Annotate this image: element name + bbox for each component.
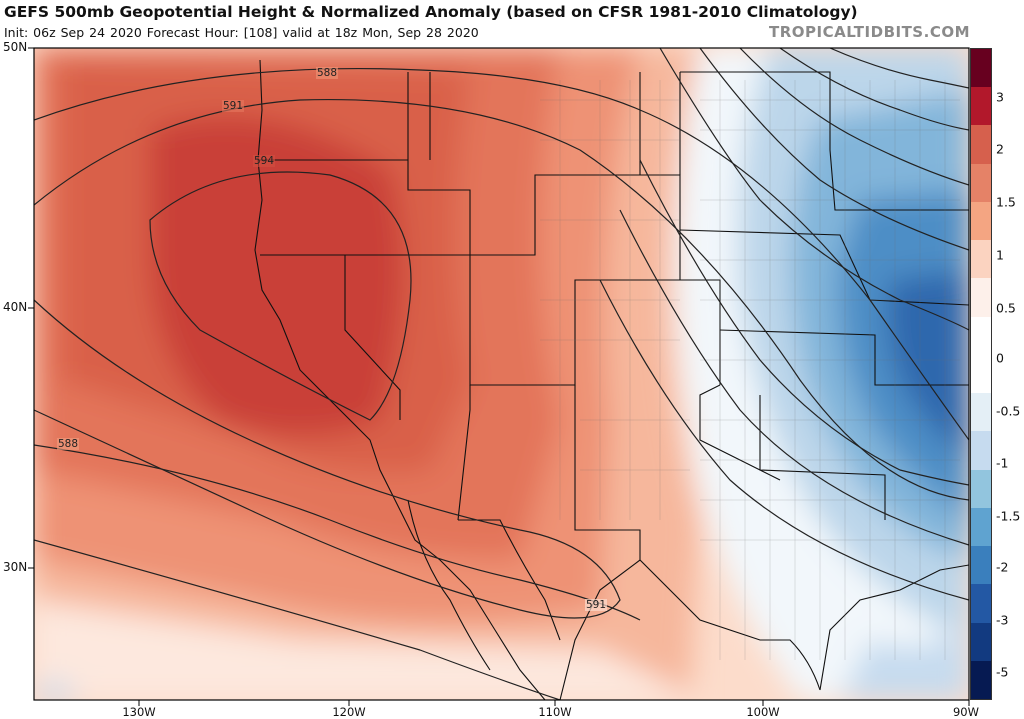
latitude-label: 50N [3, 40, 28, 54]
longitude-label: 110W [538, 705, 572, 719]
colorbar-segment [971, 201, 991, 241]
colorbar-segment [971, 278, 991, 317]
colorbar-label: 0 [996, 350, 1004, 366]
anomaly-shading [34, 48, 969, 700]
colorbar-segment [971, 87, 991, 126]
colorbar-segment [971, 393, 991, 432]
colorbar-segment [971, 469, 991, 508]
colorbar-label: 3 [996, 89, 1004, 105]
latitude-label: 40N [3, 300, 28, 314]
longitude-label: 130W [122, 705, 156, 719]
tick-marks [28, 47, 970, 706]
colorbar-label: -1.5 [996, 508, 1021, 524]
contour-label: 594 [253, 155, 276, 167]
colorbar-label: -3 [996, 612, 1009, 628]
contour-label: 591 [222, 100, 245, 112]
contour-label: 591 [585, 599, 608, 611]
colorbar-segment [971, 316, 991, 355]
colorbar-label: -0.5 [996, 403, 1021, 419]
longitude-label: 120W [332, 705, 366, 719]
colorbar-segment [971, 660, 991, 699]
colorbar-label: -1 [996, 455, 1009, 471]
colorbar-segment [971, 622, 991, 661]
colorbar-segment [971, 163, 991, 202]
forecast-subtitle: Init: 06z Sep 24 2020 Forecast Hour: [10… [4, 25, 479, 40]
contour-label: 588 [57, 438, 80, 450]
colorbar-label: -5 [996, 664, 1009, 680]
longitude-label: 100W [746, 705, 780, 719]
colorbar-segment [971, 431, 991, 470]
longitude-label: 90W [952, 705, 980, 719]
height-contours [34, 48, 969, 700]
colorbar-segment [971, 584, 991, 623]
coastline-borders [254, 59, 969, 700]
chart-title: GEFS 500mb Geopotential Height & Normali… [4, 3, 858, 21]
contour-label: 588 [316, 67, 339, 79]
colorbar-label: 2 [996, 141, 1004, 157]
colorbar-label: 1 [996, 247, 1004, 263]
colorbar-segment [971, 546, 991, 585]
colorbar-segment [971, 240, 991, 279]
colorbar-segment [971, 125, 991, 164]
colorbar-label: -2 [996, 559, 1009, 575]
colorbar-segment [971, 49, 991, 88]
colorbar-segment [971, 354, 991, 394]
anomaly-colorbar [970, 48, 992, 700]
colorbar-label: 1.5 [996, 194, 1016, 210]
credit-watermark: TROPICALTIDBITS.COM [769, 23, 970, 41]
latitude-label: 30N [3, 560, 28, 574]
colorbar-segment [971, 507, 991, 547]
colorbar-label: 0.5 [996, 300, 1016, 316]
